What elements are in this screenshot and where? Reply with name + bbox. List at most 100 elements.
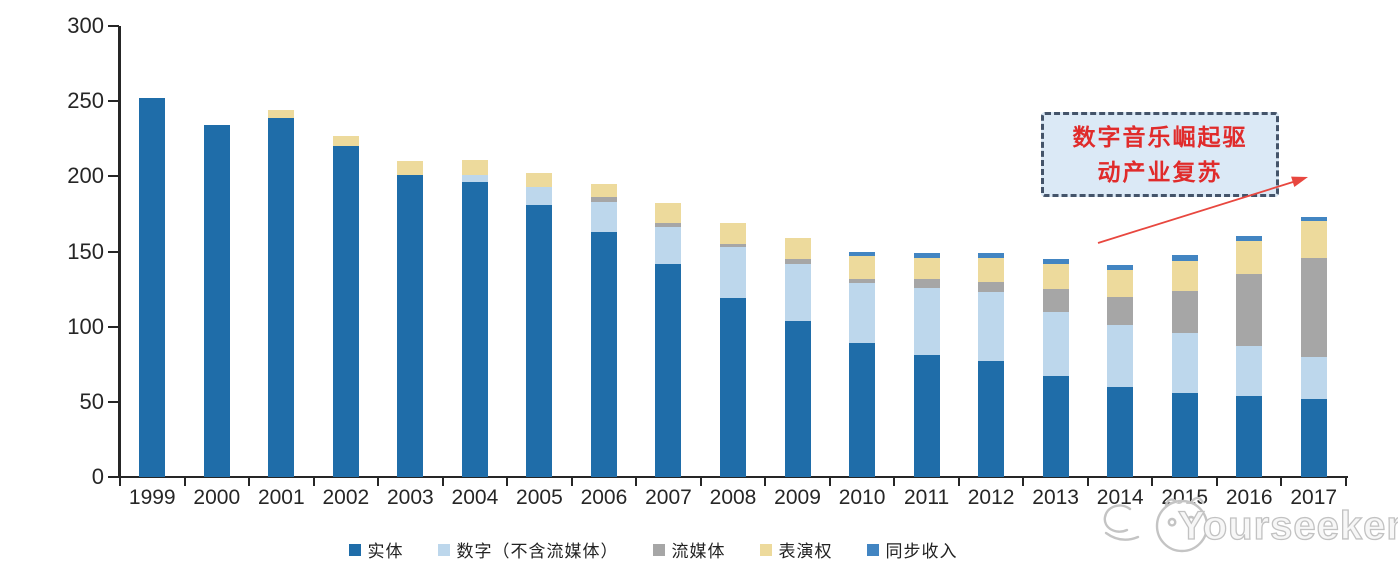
bar-segment — [1300, 216, 1327, 222]
bar-segment — [1107, 386, 1134, 477]
legend-swatch-icon — [348, 543, 361, 556]
legend-swatch-icon — [759, 543, 772, 556]
x-axis-tick — [506, 478, 509, 486]
bar-segment — [719, 244, 746, 247]
y-axis-tick — [108, 250, 119, 253]
bar-segment — [461, 159, 488, 175]
x-axis-label: 2006 — [580, 486, 628, 509]
x-axis-tick — [1151, 478, 1154, 486]
x-axis-tick — [828, 478, 831, 486]
bar-segment — [784, 263, 811, 321]
x-axis-tick — [957, 478, 960, 486]
y-axis-tick — [108, 25, 119, 27]
bar-segment — [1171, 332, 1198, 393]
bar-segment — [1171, 392, 1198, 477]
bar-segment — [655, 263, 682, 477]
x-axis-label: 2016 — [1225, 486, 1273, 509]
bar-segment — [913, 278, 940, 288]
bar-segment — [268, 110, 295, 118]
y-axis-tick — [108, 100, 119, 103]
legend-swatch-icon — [866, 543, 879, 556]
x-axis-label: 2004 — [451, 486, 499, 509]
bar-segment — [203, 125, 230, 477]
legend-swatch-icon — [652, 543, 665, 556]
x-axis-label: 2008 — [709, 486, 757, 509]
bar-segment — [590, 197, 617, 202]
bar-2000 — [185, 26, 250, 477]
chart-legend: 实体 数字（不含流媒体） 流媒体 表演权 同步收入 — [0, 537, 1352, 562]
y-axis-label: 300 — [67, 13, 104, 38]
x-axis-label: 2017 — [1290, 486, 1338, 509]
x-axis-label: 2011 — [903, 486, 950, 509]
bar-segment — [139, 98, 166, 477]
bar-segment — [1042, 263, 1069, 290]
x-axis-label: 2005 — [516, 486, 563, 509]
y-axis-tick — [108, 476, 119, 478]
bar-2015 — [1152, 26, 1217, 477]
bar-segment — [1236, 274, 1263, 347]
bar-segment — [719, 298, 746, 477]
bar-segment — [978, 292, 1005, 362]
annotation-text-line2: 动产业复苏 — [1097, 158, 1223, 185]
bar-2011 — [894, 26, 959, 477]
bar-segment — [526, 204, 553, 477]
x-axis-tick — [1280, 478, 1283, 486]
bar-1999 — [120, 26, 185, 477]
cat-doodle-icon — [1103, 496, 1209, 553]
x-axis-tick — [119, 478, 121, 486]
bar-segment — [1236, 241, 1263, 275]
bar-segment — [978, 361, 1005, 477]
bar-segment — [1107, 269, 1134, 297]
x-axis-label: 2009 — [774, 486, 821, 509]
bar-segment — [784, 320, 811, 477]
x-axis-tick — [441, 478, 444, 486]
y-axis-label: 150 — [67, 238, 104, 264]
annotation-arrow-icon — [1097, 176, 1308, 244]
legend-swatch-icon — [437, 543, 450, 556]
bar-segment — [332, 135, 359, 147]
bar-segment — [1171, 254, 1198, 261]
bar-segment — [1300, 398, 1327, 477]
bar-segment — [1042, 376, 1069, 477]
x-axis-tick — [248, 478, 251, 486]
bar-segment — [1042, 259, 1069, 264]
bar-segment — [1171, 260, 1198, 291]
bar-segment — [1171, 290, 1198, 333]
bar-segment — [1300, 257, 1327, 357]
bar-segment — [849, 278, 876, 284]
bar-segment — [590, 183, 617, 198]
bar-2009 — [765, 26, 830, 477]
annotation-text-line1: 数字音乐崛起驱 — [1072, 124, 1248, 150]
y-axis-label: 50 — [79, 388, 104, 414]
bar-segment — [1042, 311, 1069, 377]
legend-label: 表演权 — [778, 542, 833, 561]
bar-segment — [1300, 356, 1327, 399]
bar-segment — [978, 281, 1005, 293]
bar-2005 — [507, 26, 572, 477]
bar-segment — [332, 146, 359, 477]
bar-2007 — [636, 26, 701, 477]
bar-2010 — [830, 26, 895, 477]
bar-segment — [526, 173, 553, 187]
x-axis-label: 2001 — [257, 486, 305, 509]
bar-segment — [784, 259, 811, 264]
bar-segment — [784, 238, 811, 260]
bar-2016 — [1217, 26, 1282, 477]
bar-2001 — [249, 26, 314, 477]
legend-item: 同步收入 — [866, 537, 958, 562]
x-axis-tick — [635, 478, 638, 486]
x-axis-label: 2013 — [1032, 486, 1079, 509]
x-axis-tick — [764, 478, 767, 486]
bar-segment — [913, 253, 940, 258]
bar-segment — [1236, 346, 1263, 396]
bar-2004 — [443, 26, 508, 477]
x-axis-label: 2003 — [387, 486, 434, 509]
bar-segment — [978, 257, 1005, 282]
x-axis-tick — [570, 478, 573, 486]
y-axis-line — [118, 26, 121, 477]
bar-segment — [913, 257, 940, 279]
bar-segment — [655, 227, 682, 264]
bar-2014 — [1088, 26, 1153, 477]
bar-segment — [461, 174, 488, 183]
bar-segment — [526, 186, 553, 205]
